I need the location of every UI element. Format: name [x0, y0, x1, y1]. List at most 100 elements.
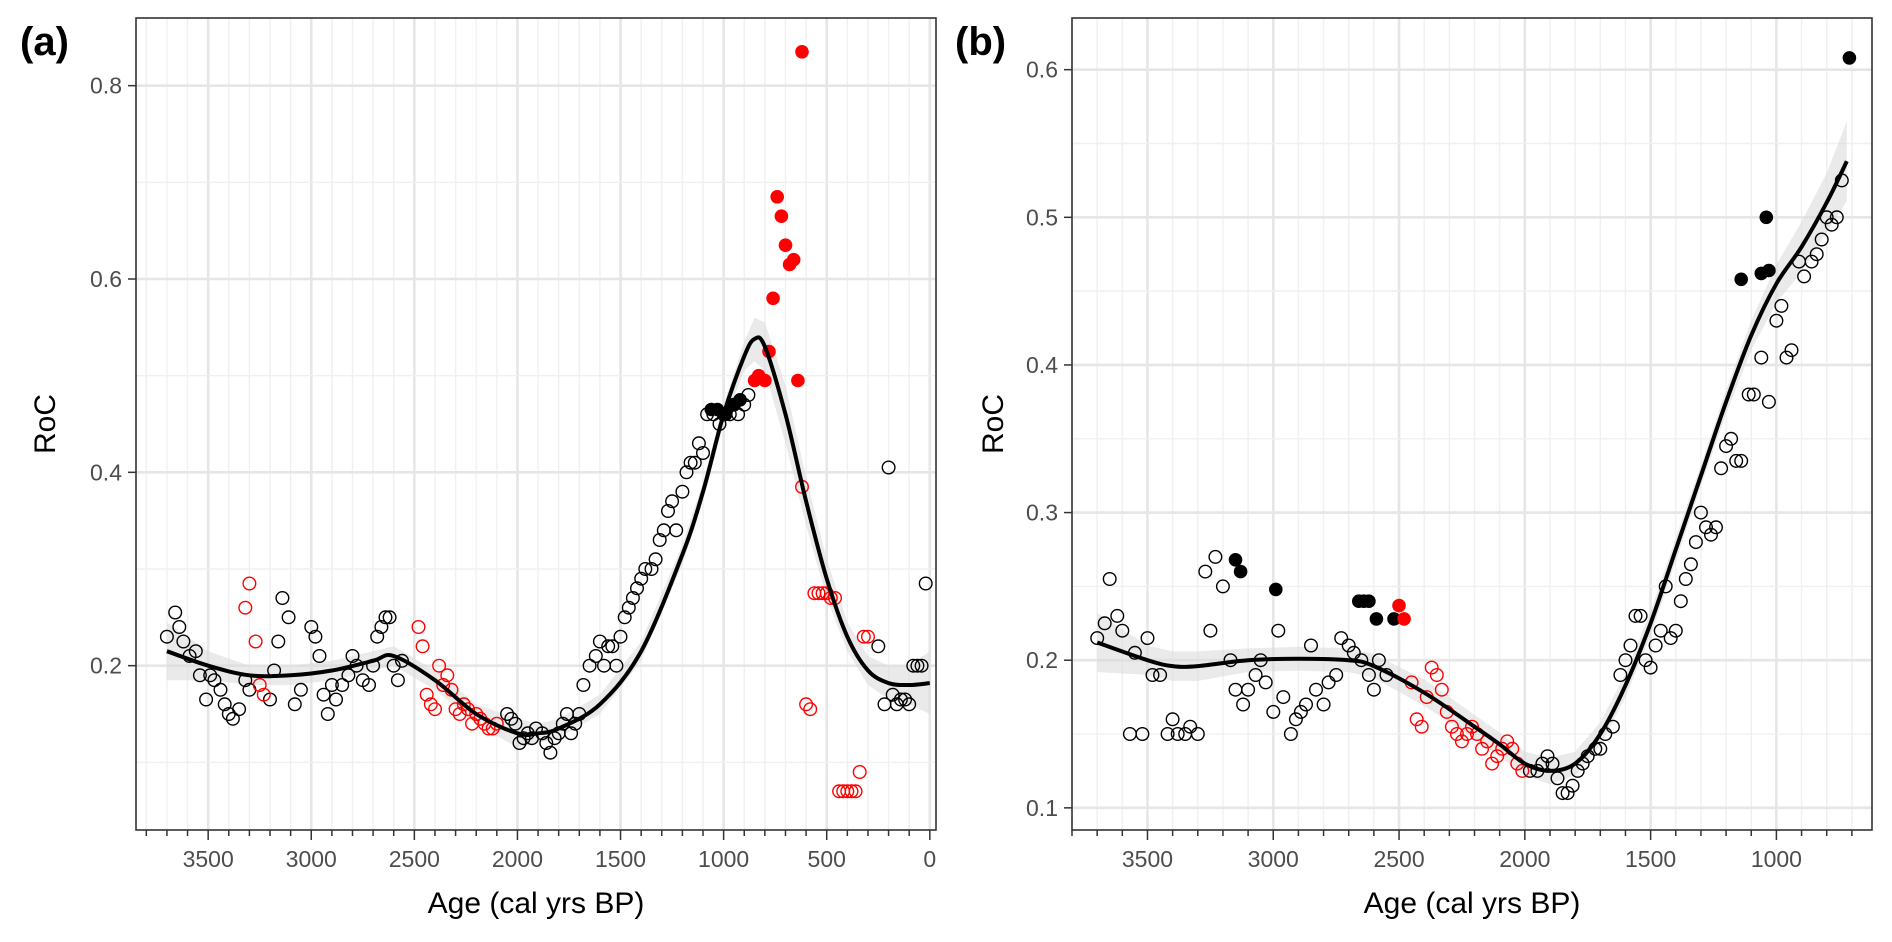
open-point — [1276, 690, 1291, 705]
open-point — [1316, 697, 1331, 712]
open-point — [1797, 269, 1812, 284]
open-point — [432, 658, 447, 673]
y-tick-label: 0.3 — [1026, 500, 1058, 526]
open-point — [390, 673, 405, 688]
open-point — [335, 678, 350, 693]
open-point — [691, 436, 706, 451]
open-point — [1190, 727, 1205, 742]
smooth-line — [1096, 160, 1849, 773]
open-point — [1303, 638, 1318, 653]
filled-point — [1269, 582, 1283, 597]
open-point — [1208, 549, 1223, 564]
open-point — [1729, 453, 1744, 468]
open-point — [918, 576, 933, 591]
open-point — [1308, 682, 1323, 697]
open-point — [601, 639, 616, 654]
filled-point — [1759, 210, 1774, 225]
open-point — [844, 784, 859, 799]
open-point — [1160, 727, 1175, 742]
open-point — [232, 702, 247, 717]
open-point — [1271, 623, 1286, 638]
open-point — [1341, 638, 1356, 653]
x-tick-label: 500 — [808, 846, 846, 872]
open-point — [1741, 387, 1756, 402]
open-point — [345, 649, 360, 664]
filled-point — [795, 45, 809, 59]
filled-point — [1762, 263, 1776, 278]
open-point — [370, 629, 385, 644]
open-point — [861, 629, 876, 644]
open-point — [271, 634, 286, 649]
smooth-curve — [166, 335, 931, 737]
open-point — [592, 634, 607, 649]
open-point — [217, 697, 232, 712]
x-tick-label: 1000 — [1751, 846, 1802, 872]
open-point — [1560, 786, 1575, 801]
open-point — [1613, 668, 1628, 683]
open-point — [852, 765, 867, 780]
axes: 3500 3000 2500 2000 1500 1000 500 0 0.2 0.4 0.6 0.8 — [90, 73, 936, 872]
open-point — [644, 562, 659, 577]
open-point — [1824, 217, 1839, 232]
open-point — [512, 736, 527, 751]
open-point — [1429, 668, 1444, 683]
open-point — [543, 745, 558, 760]
open-point — [1565, 778, 1580, 793]
panel-label: (a) — [20, 20, 69, 64]
open-point — [176, 634, 191, 649]
filled-point — [1369, 612, 1384, 626]
open-point — [256, 687, 271, 702]
open-point — [1490, 749, 1505, 764]
panel-border — [135, 17, 937, 831]
filled-point — [1734, 272, 1748, 287]
open-point — [1708, 520, 1723, 535]
y-tick-label: 0.1 — [1026, 795, 1058, 821]
open-point — [881, 460, 896, 475]
open-point — [1683, 557, 1698, 572]
filled-point — [1397, 612, 1411, 626]
open-point — [293, 682, 308, 697]
open-point — [1110, 608, 1125, 623]
open-point — [893, 692, 908, 707]
open-point — [1288, 712, 1303, 727]
open-point — [1754, 350, 1769, 365]
open-point — [1769, 313, 1784, 328]
open-point — [1454, 734, 1469, 749]
open-point — [1593, 741, 1608, 756]
open-point — [281, 610, 296, 625]
open-point — [1618, 653, 1633, 668]
open-point — [1698, 520, 1713, 535]
axes: 3500 3000 2500 2000 1500 1000 0.1 0.2 0.3 0.4 0.5 0… — [1026, 57, 1853, 872]
filled-point — [1228, 553, 1243, 567]
open-point — [1361, 668, 1376, 683]
open-point — [1293, 704, 1308, 719]
open-point — [304, 620, 319, 635]
open-point — [1298, 697, 1313, 712]
filled-point — [766, 291, 780, 306]
open-point — [1633, 608, 1648, 623]
open-point — [588, 649, 603, 664]
open-point — [1475, 741, 1490, 756]
open-point — [1424, 660, 1439, 675]
open-point — [419, 687, 434, 702]
open-point — [1153, 668, 1168, 683]
open-point — [199, 692, 214, 707]
smooth-curve — [1096, 160, 1849, 773]
open-point — [1485, 756, 1500, 771]
open-point — [1829, 210, 1844, 225]
open-point — [238, 600, 253, 615]
x-tick-label: 3500 — [183, 846, 234, 872]
open-point — [605, 639, 620, 654]
filled-point — [1392, 598, 1406, 613]
open-point — [1409, 712, 1424, 727]
open-point — [423, 697, 438, 712]
open-point — [1266, 704, 1281, 719]
y-tick-label: 0.4 — [1026, 352, 1058, 378]
panel-label: (b) — [955, 20, 1006, 64]
y-tick-label: 0.2 — [90, 653, 122, 679]
open-point — [1515, 763, 1530, 778]
open-point — [1464, 719, 1479, 734]
open-point — [1668, 623, 1683, 638]
x-tick-label: 2500 — [389, 846, 440, 872]
